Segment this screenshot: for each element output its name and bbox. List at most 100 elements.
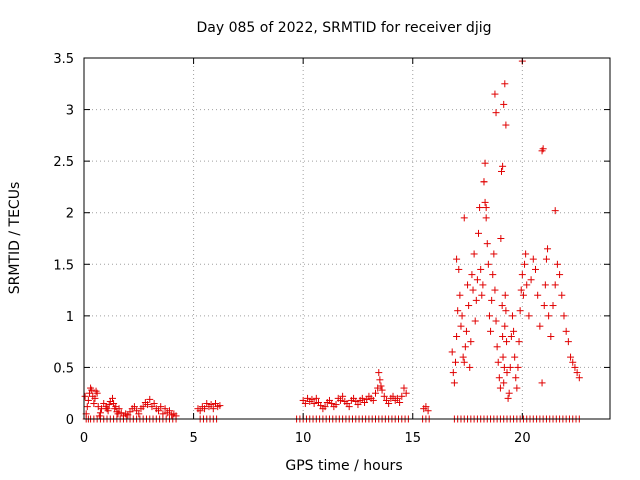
- data-point: [541, 281, 549, 289]
- data-point: [457, 322, 465, 330]
- data-point: [321, 403, 329, 411]
- data-point: [502, 307, 510, 315]
- data-point: [567, 353, 575, 361]
- data-point: [569, 358, 577, 366]
- data-point: [458, 312, 466, 320]
- data-point: [130, 403, 138, 411]
- data-point: [308, 395, 316, 403]
- data-point: [96, 409, 104, 417]
- data-point: [553, 260, 561, 268]
- data-point: [108, 394, 116, 402]
- y-tick-label: 2: [66, 207, 74, 222]
- y-tick-label: 1: [66, 310, 74, 325]
- grid-lines: [84, 58, 610, 419]
- data-point: [144, 401, 152, 409]
- data-point: [369, 396, 377, 404]
- x-tick-label: 10: [295, 431, 312, 446]
- data-point: [400, 384, 408, 392]
- data-point: [453, 332, 461, 340]
- data-point: [523, 281, 531, 289]
- x-tick-label: 0: [80, 431, 88, 446]
- data-point: [378, 386, 386, 394]
- x-tick-label: 5: [189, 431, 197, 446]
- data-point: [545, 312, 553, 320]
- data-point: [539, 145, 547, 153]
- y-tick-label: 2.5: [53, 155, 74, 170]
- data-point: [491, 90, 499, 98]
- data-point: [216, 402, 224, 410]
- data-point: [490, 250, 498, 258]
- data-point: [483, 240, 491, 248]
- data-point: [500, 363, 508, 371]
- data-point: [491, 286, 499, 294]
- data-point: [508, 312, 516, 320]
- y-tick-label: 3: [66, 104, 74, 119]
- data-point: [501, 322, 509, 330]
- data-point: [544, 245, 552, 253]
- data-point: [157, 403, 165, 411]
- data-point: [510, 327, 518, 335]
- x-axis-label: GPS time / hours: [285, 458, 402, 474]
- data-point: [114, 410, 122, 418]
- data-point: [562, 327, 570, 335]
- data-point: [477, 265, 485, 273]
- data-point: [536, 322, 544, 330]
- data-point: [506, 363, 514, 371]
- data-point: [310, 400, 318, 408]
- data-point: [549, 302, 557, 310]
- data-point: [209, 405, 217, 413]
- data-point: [513, 384, 521, 392]
- data-point: [547, 332, 555, 340]
- data-point: [482, 204, 490, 212]
- data-point: [460, 214, 468, 222]
- data-point: [482, 214, 490, 222]
- data-point: [104, 407, 112, 415]
- data-point: [469, 286, 477, 294]
- data-point: [511, 353, 519, 361]
- data-point: [480, 178, 488, 186]
- y-axis-label: SRMTID / TECUs: [7, 182, 23, 295]
- data-point: [471, 317, 479, 325]
- axis-ticks: 0 5 10 15 20 0 0.5 1 1.5 2 2.5 3 3.5: [53, 52, 610, 446]
- data-point: [196, 407, 204, 415]
- data-point: [105, 401, 113, 409]
- data-point: [498, 302, 506, 310]
- data-points: [81, 57, 583, 423]
- data-point: [453, 255, 461, 263]
- data-point: [502, 121, 510, 129]
- data-point: [505, 389, 513, 397]
- data-point: [385, 400, 393, 408]
- data-point: [472, 296, 480, 304]
- data-point: [380, 392, 388, 400]
- data-point: [492, 317, 500, 325]
- data-point: [90, 400, 98, 408]
- data-point: [484, 260, 492, 268]
- data-point: [525, 312, 533, 320]
- data-point: [461, 343, 469, 351]
- data-point: [503, 338, 511, 346]
- data-point: [135, 410, 143, 418]
- data-point: [456, 291, 464, 299]
- chart-title: Day 085 of 2022, SRMTID for receiver dji…: [197, 20, 492, 36]
- plot-frame: [83, 57, 611, 420]
- data-point: [393, 394, 401, 402]
- data-point: [455, 265, 463, 273]
- data-point: [521, 260, 529, 268]
- data-point: [551, 207, 559, 215]
- data-point: [551, 281, 559, 289]
- data-point: [498, 167, 506, 175]
- data-point: [517, 286, 525, 294]
- data-point: [501, 291, 509, 299]
- data-point: [146, 395, 154, 403]
- data-point: [573, 369, 581, 377]
- data-point: [139, 403, 147, 411]
- data-point: [495, 374, 503, 382]
- data-point: [496, 384, 504, 392]
- data-point: [516, 307, 524, 315]
- data-point: [478, 291, 486, 299]
- data-point: [396, 398, 404, 406]
- data-point: [473, 276, 481, 284]
- data-point: [507, 332, 515, 340]
- data-point: [88, 386, 96, 394]
